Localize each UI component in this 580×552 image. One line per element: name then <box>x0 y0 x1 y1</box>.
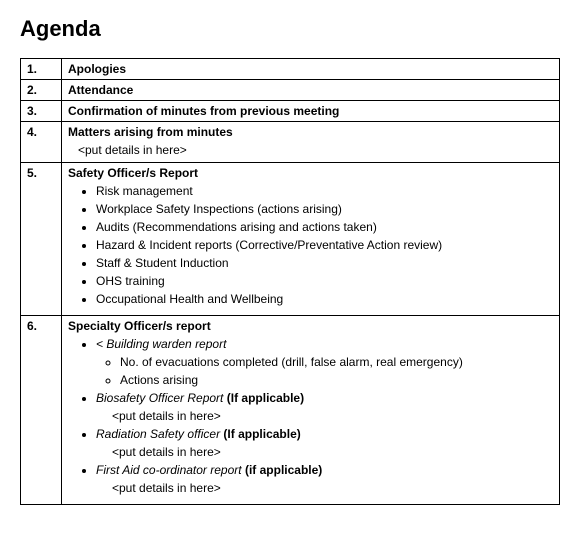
list-item: Occupational Health and Wellbeing <box>96 292 553 306</box>
row-number: 6. <box>21 316 62 505</box>
item-label: < Building warden report <box>96 337 226 351</box>
item-note: <put details in here> <box>112 481 553 495</box>
row-number: 3. <box>21 101 62 122</box>
list-item: Biosafety Officer Report (If applicable)… <box>96 391 553 423</box>
table-row: 6. Specialty Officer/s report < Building w… <box>21 316 560 505</box>
table-row: 4. Matters arising from minutes <put detai… <box>21 122 560 163</box>
list-item: < Building warden report No. of evacuatio… <box>96 337 553 387</box>
bullet-list: Risk management Workplace Safety Inspecti… <box>96 184 553 306</box>
table-row: 1. Apologies <box>21 59 560 80</box>
list-item: Hazard & Incident reports (Corrective/Pr… <box>96 238 553 252</box>
row-number: 4. <box>21 122 62 163</box>
row-title: Attendance <box>68 83 553 97</box>
list-item: Audits (Recommendations arising and acti… <box>96 220 553 234</box>
list-item: Radiation Safety officer (If applicable)… <box>96 427 553 459</box>
table-row: 3. Confirmation of minutes from previous … <box>21 101 560 122</box>
item-suffix: (if applicable) <box>245 463 322 477</box>
item-label: First Aid co-ordinator report <box>96 463 242 477</box>
list-item: OHS training <box>96 274 553 288</box>
sub-item: No. of evacuations completed (drill, fal… <box>120 355 553 369</box>
row-title: Specialty Officer/s report <box>68 319 553 333</box>
row-title: Matters arising from minutes <box>68 125 553 139</box>
row-title: Confirmation of minutes from previous me… <box>68 104 553 118</box>
page-title: Agenda <box>20 16 560 42</box>
row-body: Attendance <box>62 80 560 101</box>
item-suffix: (If applicable) <box>223 427 300 441</box>
item-note: <put details in here> <box>112 409 553 423</box>
item-label: Biosafety Officer Report <box>96 391 223 405</box>
list-item: Risk management <box>96 184 553 198</box>
item-suffix: (If applicable) <box>227 391 304 405</box>
row-number: 5. <box>21 163 62 316</box>
row-title: Safety Officer/s Report <box>68 166 553 180</box>
table-row: 2. Attendance <box>21 80 560 101</box>
list-item: Workplace Safety Inspections (actions ar… <box>96 202 553 216</box>
sub-list: No. of evacuations completed (drill, fal… <box>120 355 553 387</box>
row-body: Safety Officer/s Report Risk management Wo… <box>62 163 560 316</box>
row-body: Confirmation of minutes from previous me… <box>62 101 560 122</box>
row-note: <put details in here> <box>78 143 553 157</box>
row-number: 2. <box>21 80 62 101</box>
item-note: <put details in here> <box>112 445 553 459</box>
row-body: Specialty Officer/s report < Building war… <box>62 316 560 505</box>
row-body: Apologies <box>62 59 560 80</box>
list-item: Staff & Student Induction <box>96 256 553 270</box>
bullet-list: < Building warden report No. of evacuatio… <box>96 337 553 495</box>
row-number: 1. <box>21 59 62 80</box>
agenda-table: 1. Apologies 2. Attendance 3. Confirmation of… <box>20 58 560 505</box>
sub-item: Actions arising <box>120 373 553 387</box>
list-item: First Aid co-ordinator report (if applic… <box>96 463 553 495</box>
table-row: 5. Safety Officer/s Report Risk management… <box>21 163 560 316</box>
row-title: Apologies <box>68 62 553 76</box>
row-body: Matters arising from minutes <put details… <box>62 122 560 163</box>
item-label: Radiation Safety officer <box>96 427 220 441</box>
